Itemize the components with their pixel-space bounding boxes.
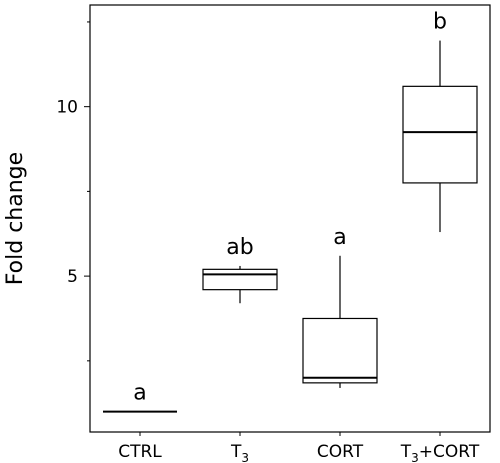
x-tick-label: T3+CORT <box>400 442 480 463</box>
box-group: a <box>103 381 177 413</box>
significance-label: ab <box>226 235 253 260</box>
box <box>402 85 478 184</box>
box-group: b <box>402 10 478 233</box>
significance-label: a <box>133 381 146 406</box>
box <box>302 317 378 384</box>
y-tick-label: 10 <box>56 98 78 118</box>
significance-label: a <box>333 225 346 250</box>
box <box>202 268 278 291</box>
x-tick-label: CTRL <box>118 442 162 462</box>
y-tick-label: 5 <box>67 267 78 287</box>
significance-label: b <box>433 10 447 35</box>
x-tick-label: CORT <box>317 442 364 462</box>
box-group: ab <box>202 235 278 304</box>
plot-frame <box>89 4 491 433</box>
box-group: a <box>302 225 378 388</box>
y-axis-label: Fold change <box>3 152 28 285</box>
x-tick-label: T3 <box>230 442 249 463</box>
